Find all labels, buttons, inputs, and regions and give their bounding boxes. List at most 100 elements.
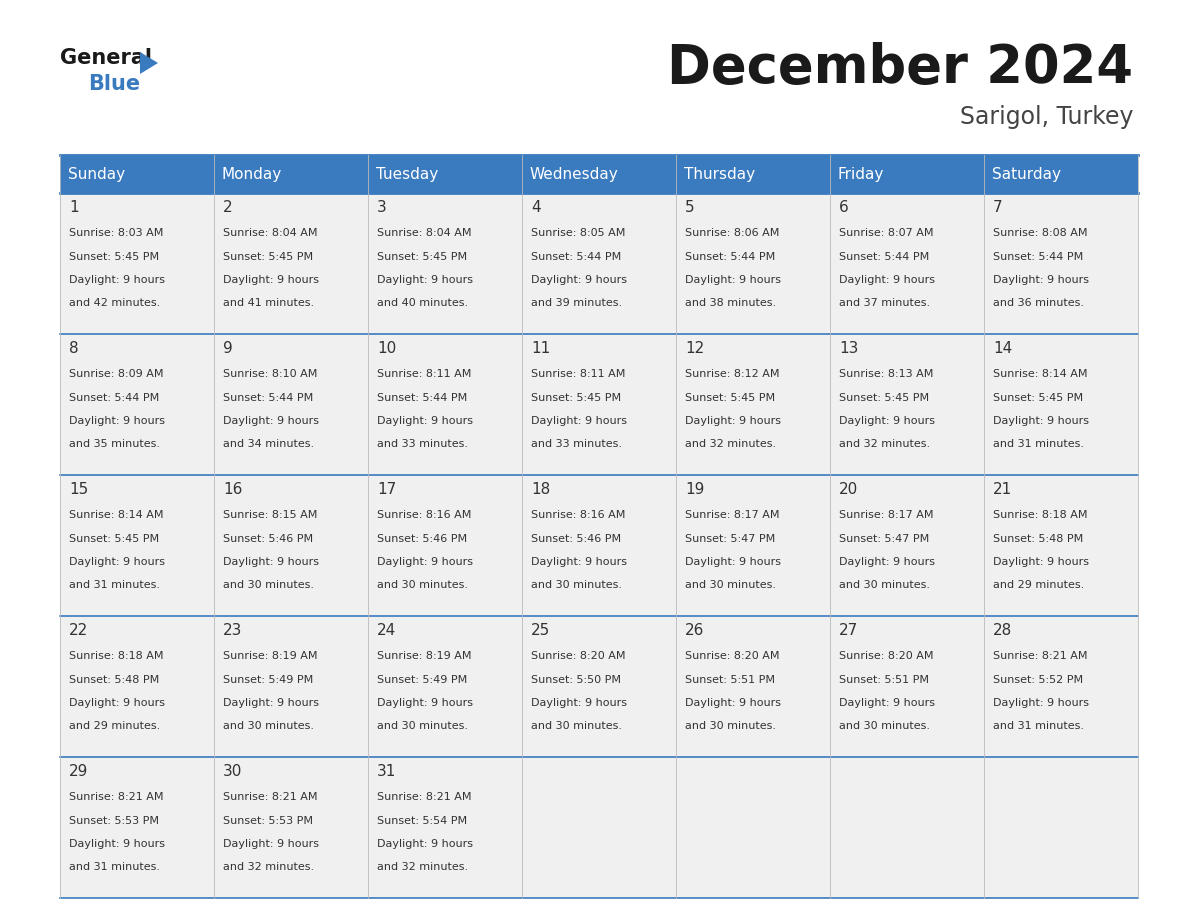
Text: Daylight: 9 hours: Daylight: 9 hours (531, 698, 627, 708)
Text: Sunrise: 8:16 AM: Sunrise: 8:16 AM (531, 510, 626, 521)
Text: Sunrise: 8:07 AM: Sunrise: 8:07 AM (839, 229, 934, 239)
Text: Sunrise: 8:12 AM: Sunrise: 8:12 AM (685, 369, 779, 379)
Text: Daylight: 9 hours: Daylight: 9 hours (685, 274, 782, 285)
Text: Daylight: 9 hours: Daylight: 9 hours (223, 839, 320, 849)
Text: 23: 23 (223, 623, 242, 638)
Text: Daylight: 9 hours: Daylight: 9 hours (378, 416, 473, 426)
Text: and 42 minutes.: and 42 minutes. (69, 298, 160, 308)
Text: 12: 12 (685, 341, 704, 356)
Text: Sunrise: 8:18 AM: Sunrise: 8:18 AM (993, 510, 1088, 521)
Text: Daylight: 9 hours: Daylight: 9 hours (839, 557, 935, 566)
Text: and 41 minutes.: and 41 minutes. (223, 298, 315, 308)
Text: Sunset: 5:44 PM: Sunset: 5:44 PM (531, 252, 621, 262)
Text: 5: 5 (685, 200, 695, 215)
Text: Sunrise: 8:10 AM: Sunrise: 8:10 AM (223, 369, 317, 379)
Text: 31: 31 (378, 764, 397, 779)
Text: Sunset: 5:44 PM: Sunset: 5:44 PM (993, 252, 1083, 262)
Text: and 32 minutes.: and 32 minutes. (378, 862, 468, 872)
Text: and 29 minutes.: and 29 minutes. (993, 580, 1085, 590)
Text: and 30 minutes.: and 30 minutes. (839, 580, 930, 590)
Text: Sunset: 5:50 PM: Sunset: 5:50 PM (531, 675, 621, 685)
Bar (830, 616, 984, 757)
Text: Daylight: 9 hours: Daylight: 9 hours (839, 274, 935, 285)
Bar (830, 334, 984, 475)
Bar (830, 757, 984, 898)
Text: Tuesday: Tuesday (375, 166, 438, 182)
Text: Sunrise: 8:11 AM: Sunrise: 8:11 AM (531, 369, 626, 379)
Bar (984, 757, 1138, 898)
Bar (61, 475, 214, 616)
Polygon shape (140, 52, 158, 74)
Text: Sunrise: 8:14 AM: Sunrise: 8:14 AM (993, 369, 1088, 379)
Text: Sunrise: 8:04 AM: Sunrise: 8:04 AM (223, 229, 317, 239)
Text: Daylight: 9 hours: Daylight: 9 hours (531, 274, 627, 285)
Bar (984, 616, 1138, 757)
Text: Sunrise: 8:20 AM: Sunrise: 8:20 AM (839, 651, 934, 661)
Text: and 30 minutes.: and 30 minutes. (531, 580, 623, 590)
Text: Daylight: 9 hours: Daylight: 9 hours (685, 557, 782, 566)
Bar (676, 334, 830, 475)
Text: Sunrise: 8:21 AM: Sunrise: 8:21 AM (378, 792, 472, 802)
Text: Daylight: 9 hours: Daylight: 9 hours (685, 698, 782, 708)
Text: 20: 20 (839, 482, 859, 497)
Text: 1: 1 (69, 200, 78, 215)
Text: Daylight: 9 hours: Daylight: 9 hours (378, 698, 473, 708)
Text: 16: 16 (223, 482, 242, 497)
Text: Sunset: 5:44 PM: Sunset: 5:44 PM (223, 393, 314, 402)
Text: 28: 28 (993, 623, 1012, 638)
Text: 27: 27 (839, 623, 859, 638)
Bar (522, 475, 676, 616)
Text: 21: 21 (993, 482, 1012, 497)
Bar (984, 193, 1138, 334)
Text: 14: 14 (993, 341, 1012, 356)
Text: Sunrise: 8:21 AM: Sunrise: 8:21 AM (993, 651, 1088, 661)
Text: and 32 minutes.: and 32 minutes. (685, 439, 777, 449)
Bar (214, 334, 368, 475)
Bar (214, 757, 368, 898)
Text: Sunset: 5:44 PM: Sunset: 5:44 PM (839, 252, 929, 262)
Text: 11: 11 (531, 341, 550, 356)
Text: Sunset: 5:49 PM: Sunset: 5:49 PM (378, 675, 468, 685)
Text: and 31 minutes.: and 31 minutes. (993, 439, 1085, 449)
Text: Sunset: 5:45 PM: Sunset: 5:45 PM (531, 393, 621, 402)
Text: Sunset: 5:54 PM: Sunset: 5:54 PM (378, 815, 467, 825)
Bar (214, 616, 368, 757)
Text: and 38 minutes.: and 38 minutes. (685, 298, 777, 308)
Text: Daylight: 9 hours: Daylight: 9 hours (223, 698, 320, 708)
Bar (676, 757, 830, 898)
Text: Sunday: Sunday (68, 166, 125, 182)
Text: 18: 18 (531, 482, 550, 497)
Text: Daylight: 9 hours: Daylight: 9 hours (993, 416, 1089, 426)
Bar (61, 155, 1138, 193)
Text: Daylight: 9 hours: Daylight: 9 hours (993, 698, 1089, 708)
Text: 19: 19 (685, 482, 704, 497)
Text: Sunrise: 8:08 AM: Sunrise: 8:08 AM (993, 229, 1088, 239)
Text: Daylight: 9 hours: Daylight: 9 hours (993, 557, 1089, 566)
Text: Sunset: 5:44 PM: Sunset: 5:44 PM (69, 393, 159, 402)
Text: Sunset: 5:49 PM: Sunset: 5:49 PM (223, 675, 314, 685)
Text: and 31 minutes.: and 31 minutes. (69, 580, 160, 590)
Text: 24: 24 (378, 623, 397, 638)
Text: General: General (61, 48, 152, 68)
Text: Sunset: 5:51 PM: Sunset: 5:51 PM (839, 675, 929, 685)
Bar (61, 193, 214, 334)
Bar (522, 193, 676, 334)
Bar (368, 334, 522, 475)
Text: Daylight: 9 hours: Daylight: 9 hours (531, 416, 627, 426)
Text: Sunrise: 8:09 AM: Sunrise: 8:09 AM (69, 369, 164, 379)
Text: Sunrise: 8:06 AM: Sunrise: 8:06 AM (685, 229, 779, 239)
Text: Daylight: 9 hours: Daylight: 9 hours (69, 274, 165, 285)
Text: Daylight: 9 hours: Daylight: 9 hours (223, 416, 320, 426)
Text: Sunset: 5:45 PM: Sunset: 5:45 PM (69, 252, 159, 262)
Text: Sunset: 5:47 PM: Sunset: 5:47 PM (839, 533, 929, 543)
Text: Sunset: 5:45 PM: Sunset: 5:45 PM (69, 533, 159, 543)
Text: Sunrise: 8:17 AM: Sunrise: 8:17 AM (839, 510, 934, 521)
Text: and 31 minutes.: and 31 minutes. (993, 721, 1085, 731)
Bar (368, 757, 522, 898)
Text: Sunrise: 8:17 AM: Sunrise: 8:17 AM (685, 510, 779, 521)
Text: Daylight: 9 hours: Daylight: 9 hours (69, 698, 165, 708)
Text: Sunset: 5:46 PM: Sunset: 5:46 PM (378, 533, 467, 543)
Text: Sunset: 5:45 PM: Sunset: 5:45 PM (223, 252, 314, 262)
Text: Daylight: 9 hours: Daylight: 9 hours (685, 416, 782, 426)
Text: and 37 minutes.: and 37 minutes. (839, 298, 930, 308)
